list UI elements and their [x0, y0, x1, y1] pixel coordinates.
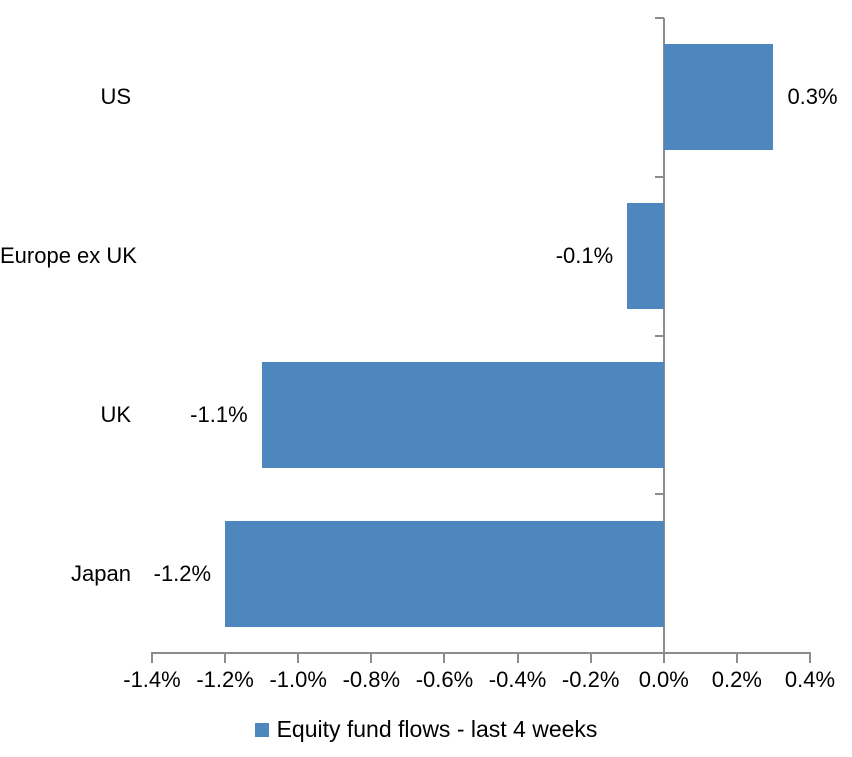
category-axis-tick — [654, 493, 664, 496]
bar-uk — [261, 361, 664, 468]
category-axis-tick — [654, 652, 664, 654]
category-label: US — [100, 84, 131, 110]
value-axis-tick — [370, 652, 373, 663]
legend-swatch-icon — [254, 722, 269, 737]
value-axis-tick — [662, 652, 665, 663]
value-axis-tick — [443, 652, 446, 663]
category-label: Europe ex UK — [0, 243, 137, 269]
value-axis-tick-label: -0.8% — [342, 667, 401, 692]
value-axis-tick-label: -0.2% — [561, 667, 620, 692]
value-axis-tick-label: 0.0% — [638, 667, 689, 692]
data-label: -0.1% — [555, 243, 614, 269]
data-label: 0.3% — [787, 84, 838, 110]
category-axis-line — [662, 18, 665, 653]
value-axis-tick — [809, 652, 811, 663]
value-axis-tick-label: -1.0% — [269, 667, 327, 692]
value-axis-line — [151, 652, 811, 654]
category-label: UK — [100, 401, 131, 427]
category-axis-tick — [654, 334, 664, 337]
value-axis-tick — [735, 652, 738, 663]
value-axis-tick — [151, 652, 153, 663]
value-axis-tick — [516, 652, 519, 663]
value-axis-tick — [297, 652, 300, 663]
category-axis-tick — [654, 17, 664, 19]
value-axis-tick — [224, 652, 227, 663]
value-axis-tick-label: 0.4% — [784, 667, 836, 692]
category-label: Japan — [71, 560, 131, 586]
bar-japan — [225, 520, 664, 627]
value-axis-tick-label: -1.2% — [196, 667, 254, 692]
legend-label: Equity fund flows - last 4 weeks — [276, 716, 598, 742]
value-axis-tick — [589, 652, 592, 663]
value-axis-tick-label: -0.4% — [488, 667, 547, 692]
legend: Equity fund flows - last 4 weeks — [0, 716, 852, 743]
category-axis-tick — [654, 175, 664, 178]
bar-us — [663, 44, 774, 151]
value-axis-tick-label: 0.2% — [711, 667, 762, 692]
value-axis-tick-label: -1.4% — [123, 667, 181, 692]
data-label: -1.2% — [153, 560, 212, 586]
value-axis-tick-label: -0.6% — [415, 667, 474, 692]
data-label: -1.1% — [190, 401, 248, 427]
bar-europe-ex-uk — [627, 203, 664, 310]
